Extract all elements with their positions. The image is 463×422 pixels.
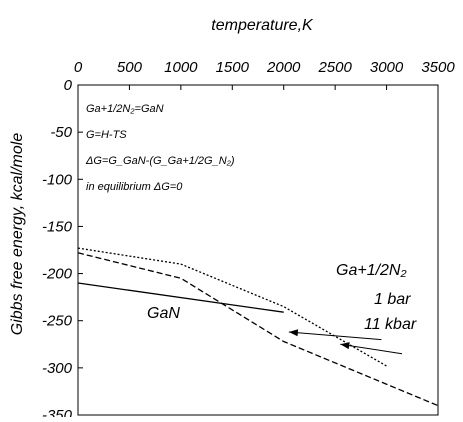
plot-border — [77, 84, 439, 416]
arrows-layer — [288, 329, 403, 355]
x-tick-label: 1500 — [216, 59, 250, 76]
series-line-2 — [77, 247, 387, 367]
x-tick-label: 1000 — [164, 59, 198, 76]
arrow-head-1 — [340, 342, 350, 350]
ticks-layer: 0 500 1000 1500 2000 2500 3000 3500 0 -50 -100 -150… — [42, 59, 455, 422]
series-line-1 — [77, 252, 439, 407]
x-axis-title: temperature,K — [211, 17, 314, 34]
arrow-head-0 — [288, 329, 299, 337]
gan-label: GaN — [147, 305, 180, 322]
y-tick-label: -250 — [42, 313, 73, 330]
x-tick-label: 2000 — [266, 59, 301, 76]
annotation-gibbs: G=H-TS — [86, 129, 127, 141]
y-tick-label: -100 — [42, 171, 73, 188]
ga-n2-label: Ga+1/2N₂ — [336, 262, 407, 279]
plot-frame — [77, 84, 439, 416]
x-tick-label: 500 — [117, 59, 143, 76]
x-tick-label: 0 — [74, 59, 83, 76]
annotation-reaction: Ga+1/2N₂=GaN — [86, 103, 164, 115]
annotation-box: Ga+1/2N₂=GaN G=H-TS ΔG=G_GaN-(G_Ga+1/2G_… — [85, 103, 235, 193]
arrow-line-1 — [340, 343, 403, 355]
arrow-line-0 — [288, 331, 382, 341]
x-tick-label: 3000 — [370, 59, 404, 76]
series-layer — [77, 247, 439, 407]
x-tick-label: 2500 — [317, 59, 352, 76]
y-axis-title: Gibbs free energy, kcal/mole — [9, 133, 26, 336]
y-tick-label: 0 — [64, 77, 73, 94]
y-tick-label: -150 — [42, 218, 73, 235]
one-bar-label: 1 bar — [374, 291, 411, 308]
y-tick-label: -350 — [42, 407, 73, 417]
annotation-delta-g: ΔG=G_GaN-(G_Ga+1/2G_N₂) — [85, 155, 235, 167]
y-tick-label: -300 — [42, 360, 73, 377]
y-tick-label: -50 — [50, 124, 72, 141]
annotation-equilibrium: in equilibrium ΔG=0 — [86, 181, 183, 193]
x-tick-label: 3500 — [421, 59, 455, 76]
y-tick-label: -200 — [42, 266, 73, 283]
eleven-kbar-label: 11 kbar — [364, 316, 417, 333]
series-line-0 — [77, 282, 284, 313]
